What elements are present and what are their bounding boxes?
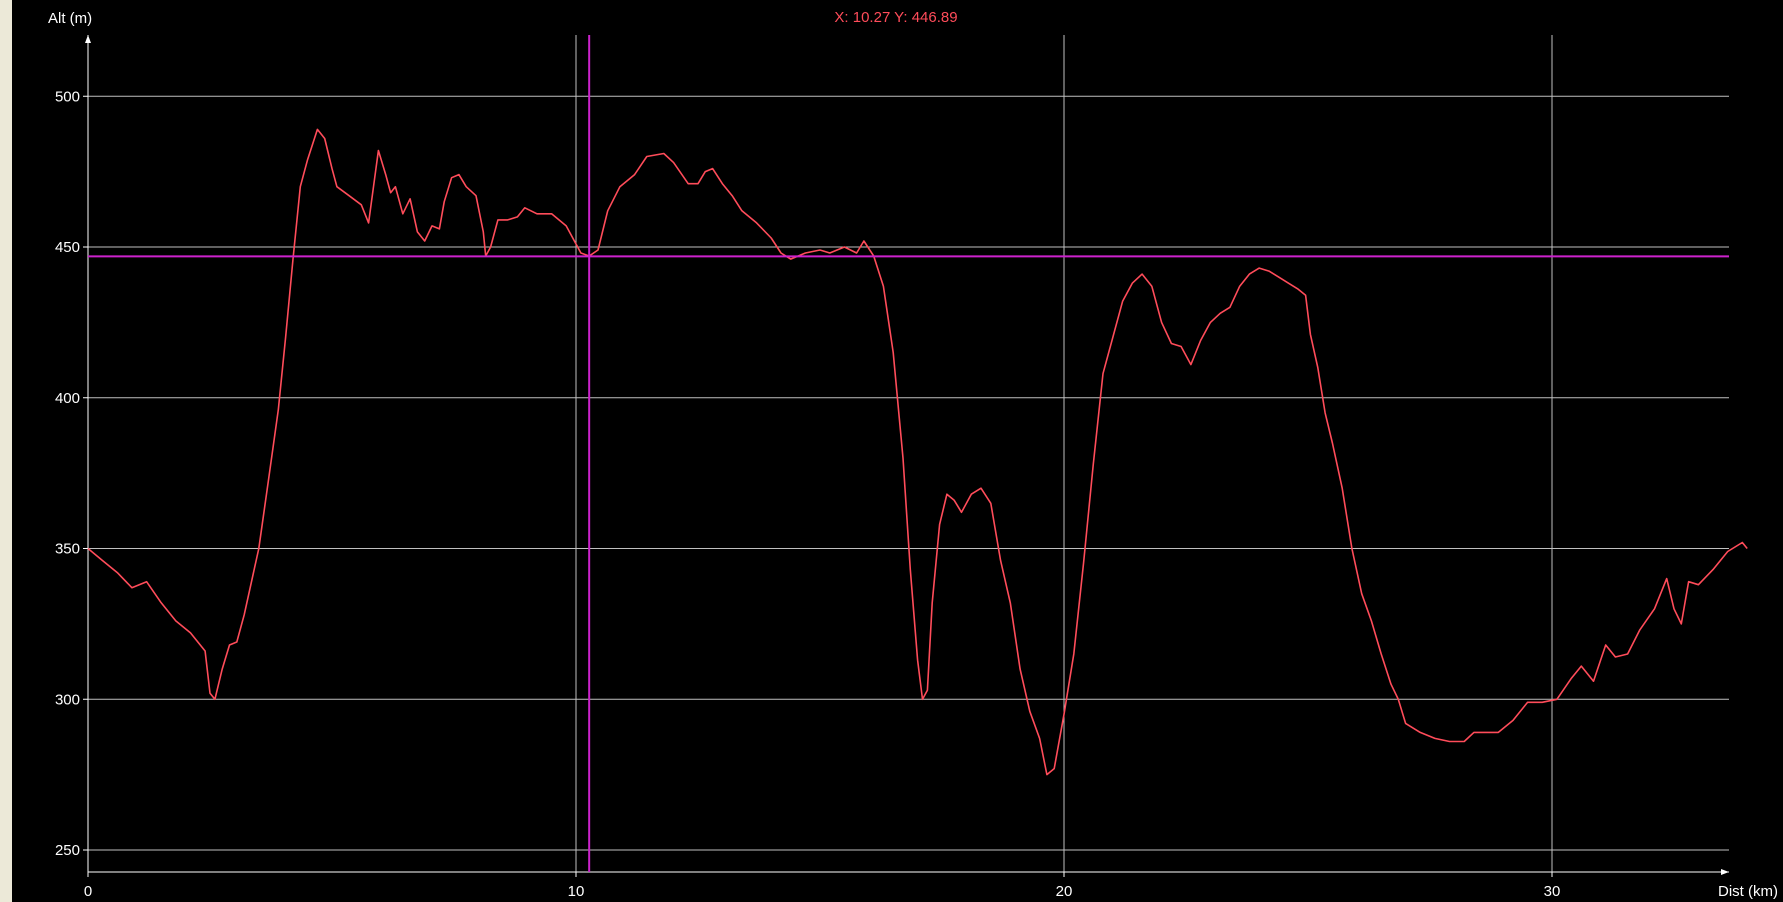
cursor-crosshair — [88, 35, 1729, 872]
y-tick-label: 400 — [55, 390, 80, 407]
x-tick-label: 20 — [1056, 883, 1073, 900]
y-tick-label: 350 — [55, 541, 80, 558]
series-layer — [87, 128, 1748, 776]
x-tick-label: 30 — [1544, 883, 1561, 900]
elevation-series-line — [87, 128, 1748, 776]
x-axis-title: Dist (km) — [1718, 883, 1778, 900]
y-tick-label: 450 — [55, 239, 80, 256]
y-axis-title: Alt (m) — [48, 10, 92, 27]
x-tick-label: 10 — [568, 883, 585, 900]
elevation-profile-panel[interactable]: Alt (m) Dist (km) 250 300 350 400 450 500 0 10 2… — [12, 0, 1783, 902]
cursor-readout: X: 10.27 Y: 446.89 — [834, 9, 957, 26]
x-axis-arrow-icon — [1721, 869, 1729, 875]
y-tick-label: 300 — [55, 691, 80, 708]
y-tick-label: 250 — [55, 842, 80, 859]
axes: Alt (m) Dist (km) — [48, 10, 1778, 900]
y-tick-label: 500 — [55, 88, 80, 105]
tick-labels: 250 300 350 400 450 500 0 10 20 30 — [55, 88, 1560, 900]
y-axis-arrow-icon — [85, 35, 91, 43]
x-tick-label: 0 — [84, 883, 92, 900]
